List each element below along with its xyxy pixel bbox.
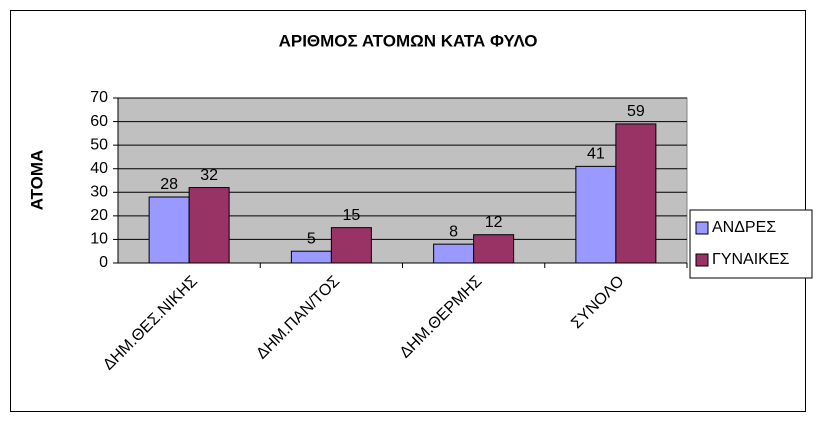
legend-label: ΓΥΝΑΙΚΕΣ: [712, 251, 790, 268]
y-axis-label: ΑΤΟΜΑ: [27, 150, 46, 211]
data-label: 12: [485, 214, 503, 231]
bar: [330, 227, 372, 264]
bar: [473, 234, 515, 264]
y-tick-label: 30: [90, 184, 108, 201]
bar: [188, 187, 230, 264]
legend-label: ΑΝΔΡΕΣ: [712, 219, 776, 236]
chart-title: ΑΡΙΘΜΟΣ ΑΤΟΜΩΝ ΚΑΤΑ ΦΥΛΟ: [279, 31, 538, 50]
data-label: 59: [627, 103, 645, 120]
y-tick-label: 40: [90, 160, 108, 177]
data-label: 28: [160, 176, 178, 193]
bar: [148, 196, 190, 264]
data-label: 32: [200, 167, 218, 184]
y-tick-label: 60: [90, 113, 108, 130]
data-label: 5: [307, 230, 316, 247]
y-tick-label: 10: [90, 231, 108, 248]
data-label: 41: [587, 146, 605, 163]
legend-swatch: [695, 253, 709, 267]
bar: [290, 250, 332, 264]
legend-swatch: [695, 221, 709, 235]
y-tick-label: 20: [90, 207, 108, 224]
y-tick-label: 0: [99, 254, 108, 271]
y-tick-label: 70: [90, 89, 108, 106]
data-label: 8: [449, 223, 458, 240]
legend-box: [689, 209, 813, 279]
bar: [433, 243, 475, 264]
y-tick-label: 50: [90, 136, 108, 153]
data-label: 15: [342, 207, 360, 224]
bar: [575, 165, 617, 264]
bar: [615, 123, 657, 264]
